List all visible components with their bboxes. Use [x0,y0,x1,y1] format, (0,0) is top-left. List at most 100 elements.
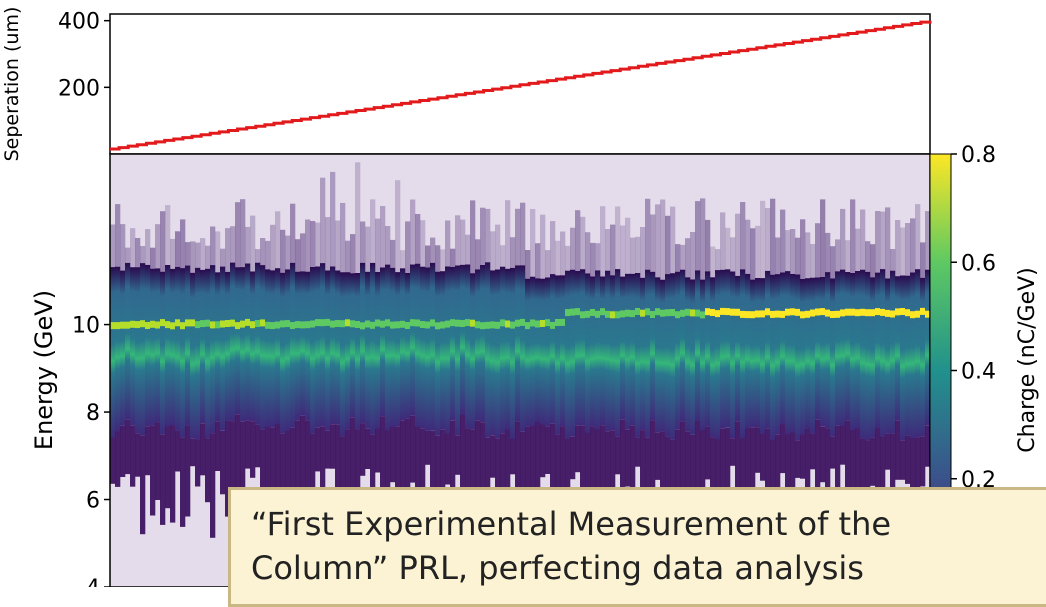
heatmap-streak [375,218,381,272]
heatmap-band-column [485,262,491,438]
heatmap-band-column [735,275,741,422]
heatmap-tail [670,439,676,513]
heatmap-tail [325,430,331,469]
heatmap-tail [550,423,556,493]
heatmap-streak [910,218,916,273]
heatmap-tail [695,421,701,528]
heatmap-streak [830,246,836,279]
heatmap-peak [210,321,216,329]
heatmap-streak [585,232,591,274]
heatmap-tail [640,430,646,522]
heatmap-band-column [625,273,631,430]
heatmap-streak [330,171,336,267]
heatmap-streak [650,214,656,272]
heatmap-streak [370,199,376,263]
energy-heatmap-panel: 4 6 8 10 Energy (GeV) [30,153,931,587]
heatmap-streak [385,226,391,265]
heatmap-band-column [785,271,791,435]
heatmap-streak [495,224,501,270]
heatmap-streak [265,240,271,270]
heatmap-tail [150,425,156,516]
heatmap-tail [455,435,461,475]
heatmap-band-column [860,269,866,439]
heatmap-tail [925,425,931,467]
heatmap-streak [500,245,506,267]
heatmap-band-column [245,263,251,421]
heatmap-band-column [460,264,466,415]
heatmap-streak [210,226,216,266]
heatmap-streak [275,211,281,269]
heatmap-peak [880,308,886,316]
heatmap-tail [230,421,236,498]
heatmap-band-column [890,270,896,434]
heatmap-streak [255,249,261,263]
heatmap-tail [825,428,831,520]
heatmap-band-column [365,271,371,429]
heatmap-tail [840,425,846,465]
heatmap-band-column [795,274,801,441]
heatmap-peak [535,320,541,328]
heatmap-streak [790,229,796,274]
heatmap-peak [555,319,561,326]
heatmap-peak [835,310,841,318]
heatmap-tail [510,439,516,475]
heatmap-peak [670,309,676,316]
heatmap-band-column [895,276,901,421]
heatmap-streak [600,206,606,277]
separation-series-line [110,20,932,151]
heatmap-tail [660,431,666,508]
heatmap-peak [615,311,621,319]
heatmap-peak [145,322,151,329]
heatmap-peak [805,310,811,318]
heatmap-streak [110,224,116,268]
heatmap-tail [300,416,306,514]
heatmap-tail [655,432,661,480]
heatmap-peak [240,320,246,328]
heatmap-streak [905,223,911,276]
heatmap-band-column [340,272,346,437]
heatmap-peak [360,322,366,330]
heatmap-streak [145,229,151,265]
heatmap-peak [215,321,221,329]
heatmap-tail [295,420,301,511]
heatmap-streak [645,198,651,270]
heatmap-band-column [320,263,326,427]
heatmap-streak [325,217,331,271]
heatmap-band-column [265,269,271,427]
heatmap-tail [155,422,161,500]
heatmap-streak [925,211,931,270]
energy-ytick-label: 4 [86,576,100,587]
heatmap-streak [220,248,226,267]
heatmap-tail [545,426,551,474]
heatmap-band-column [885,278,891,434]
heatmap-streak [170,238,176,269]
heatmap-tail [770,440,776,532]
heatmap-peak [415,319,421,327]
heatmap-peak [720,307,726,315]
heatmap-peak [545,319,551,327]
heatmap-tail [870,437,876,486]
heatmap-streak [285,235,291,270]
heatmap-tail [490,435,496,478]
heatmap-band-column [430,262,436,431]
heatmap-tail [750,427,756,529]
energy-ytick-label: 6 [86,489,100,514]
heatmap-peak [140,320,146,328]
heatmap-peak [900,308,906,315]
heatmap-streak [845,240,851,272]
heatmap-tail [195,439,201,487]
heatmap-tail [725,427,731,532]
heatmap-band-column [330,266,336,425]
heatmap-tail [685,431,691,534]
heatmap-streak [900,227,906,276]
heatmap-tail [735,421,741,524]
heatmap-band-column [505,268,511,430]
heatmap-band-column [120,270,126,426]
heatmap-peak [250,321,256,329]
heatmap-streak [715,249,721,271]
heatmap-streak [595,243,601,271]
heatmap-tail [405,418,411,499]
heatmap-tail [610,430,616,539]
heatmap-tail [450,420,456,520]
heatmap-peak [710,309,716,316]
